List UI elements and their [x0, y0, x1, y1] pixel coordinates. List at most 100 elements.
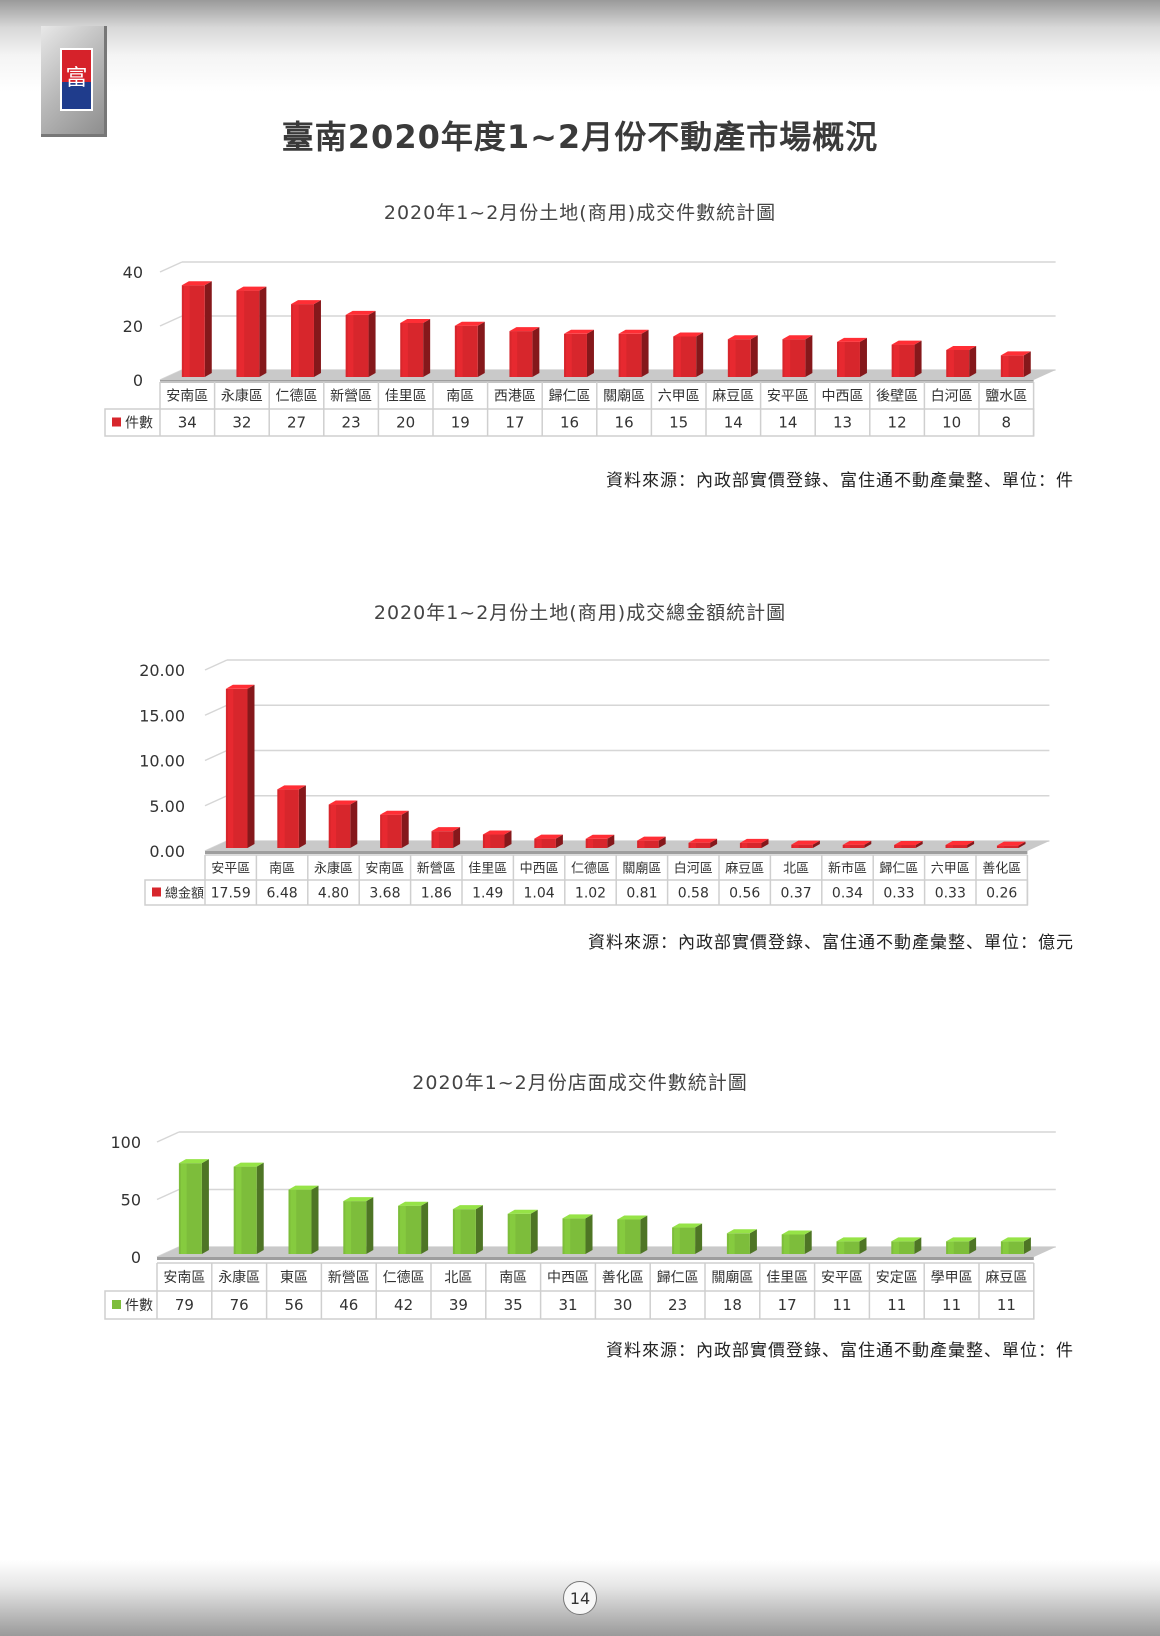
y-tick-label: 40 [123, 263, 143, 282]
bar [507, 1209, 538, 1254]
gridline-side [156, 1131, 180, 1143]
bar-side [532, 327, 540, 377]
bar-top [431, 827, 461, 832]
bar-top [507, 1209, 538, 1214]
x-tick-label: 北區 [783, 862, 809, 877]
data-label: 31 [558, 1296, 577, 1314]
bar [236, 286, 267, 377]
bar-side [805, 335, 813, 377]
bar-highlight [566, 333, 572, 377]
bar-highlight [235, 1166, 242, 1254]
bar-side [475, 1205, 483, 1254]
bar-highlight [896, 845, 902, 848]
y-tick-label: 0.00 [149, 842, 185, 861]
bar-highlight [838, 1241, 845, 1254]
bar-top [891, 1237, 922, 1242]
bar-side [1023, 1237, 1031, 1254]
data-label: 0.81 [626, 886, 657, 902]
bar-top [454, 321, 485, 326]
data-label: 1.49 [472, 886, 503, 902]
bar-highlight [345, 1201, 352, 1254]
bar-top [1000, 351, 1031, 356]
bar [585, 834, 615, 848]
bar-highlight [893, 344, 900, 377]
bar-highlight [227, 688, 234, 848]
data-label: 10 [942, 414, 961, 432]
data-table: 安平區 17.59 南區 6.48 永康區 4.80 安南區 3.68 新營區 1.86 佳里區 1.… [144, 854, 1029, 906]
bar-highlight [1002, 355, 1009, 377]
bar-top [894, 841, 923, 846]
bar-highlight [290, 1189, 297, 1254]
plot-area: 0.00 5.00 10.00 15.00 20.00 [139, 659, 1050, 861]
bar-top [946, 1237, 977, 1242]
data-label: 11 [887, 1296, 906, 1314]
gridline-side [204, 704, 228, 716]
bar [836, 1237, 867, 1254]
bar-top [452, 1205, 483, 1210]
bar-side [750, 335, 758, 377]
bar [688, 838, 718, 848]
bar [345, 310, 376, 377]
data-table: 安南區 79 永康區 76 東區 56 新營區 46 仁德區 42 北區 39 南區 35 中西區 31 善化區… [104, 1262, 1035, 1320]
data-label: 35 [504, 1296, 523, 1314]
gridline-side [204, 659, 228, 671]
data-label: 0.58 [678, 886, 709, 902]
x-tick-label: 新營區 [330, 389, 372, 405]
bar [946, 1237, 977, 1254]
bar [233, 1162, 264, 1254]
x-tick-label: 中西區 [547, 1270, 589, 1286]
bar-top [842, 840, 872, 845]
data-label: 23 [342, 414, 361, 432]
bar-highlight [783, 1234, 790, 1254]
bar-highlight [484, 834, 491, 848]
data-label: 14 [724, 414, 743, 432]
bar-side [1018, 841, 1026, 848]
bar-side [1023, 351, 1031, 377]
x-tick-label: 善化區 [982, 861, 1021, 877]
bar-highlight [998, 845, 1005, 848]
data-label: 14 [778, 414, 797, 432]
bar [996, 841, 1026, 848]
bar-top [739, 838, 769, 843]
x-tick-label: 關廟區 [622, 861, 661, 877]
x-tick-label: 南區 [499, 1270, 527, 1286]
bar-top [618, 329, 649, 334]
chart-title: 2020年1~2月份店面成交件數統計圖 [412, 1072, 748, 1094]
bar-highlight [741, 842, 748, 848]
bar-front [996, 845, 1019, 848]
bar-highlight [784, 339, 791, 377]
bar-side [298, 785, 306, 848]
bar-front [688, 842, 711, 848]
gridline-side [159, 261, 183, 273]
bar-highlight [382, 814, 388, 848]
legend-label: 件數 [125, 1298, 153, 1314]
data-label: 1.86 [421, 886, 452, 902]
bar [1000, 351, 1031, 377]
bar [842, 840, 872, 848]
bar-top [288, 1185, 319, 1190]
x-tick-label: 安平區 [767, 389, 809, 405]
x-tick-label: 歸仁區 [549, 388, 591, 405]
data-label: 18 [723, 1296, 742, 1314]
bar-side [969, 1237, 977, 1254]
bar-side [696, 332, 704, 377]
data-label: 8 [1002, 414, 1012, 432]
bar [945, 841, 975, 848]
x-tick-label: 西港區 [494, 389, 536, 405]
plot-area: 0 20 40 [123, 261, 1056, 390]
bar-top [343, 1197, 374, 1202]
bar-highlight [456, 325, 463, 377]
data-label: 34 [178, 414, 197, 432]
bar-side [368, 310, 376, 377]
x-tick-label: 關廟區 [711, 1269, 753, 1286]
bar-highlight [948, 1241, 954, 1254]
bar-top [509, 327, 540, 332]
x-tick-label: 六甲區 [658, 389, 700, 405]
bar-top [617, 1215, 648, 1220]
data-label: 0.37 [781, 886, 812, 902]
bar [672, 1223, 703, 1254]
data-label: 11 [832, 1296, 851, 1314]
bar-top [688, 838, 718, 843]
bar-side [859, 337, 867, 377]
bar-side [641, 329, 649, 377]
